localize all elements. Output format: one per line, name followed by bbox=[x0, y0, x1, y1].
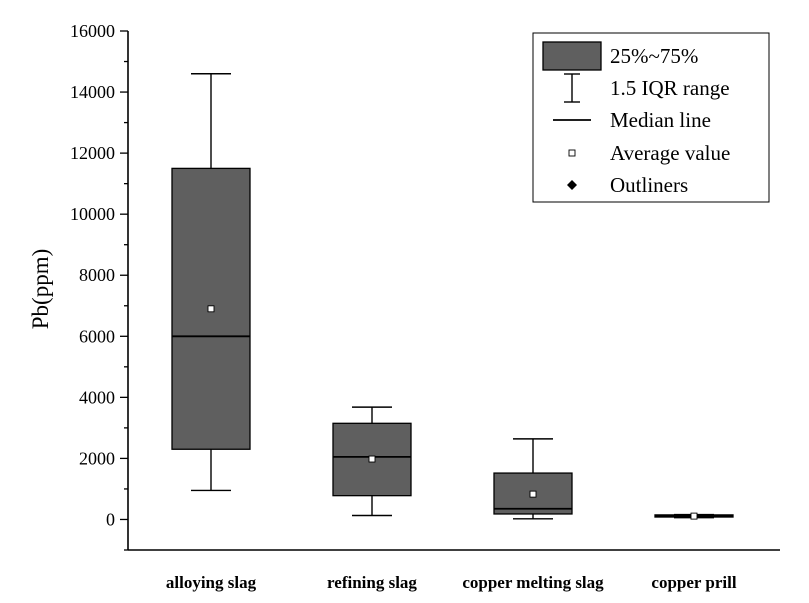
mean-marker bbox=[368, 455, 376, 463]
y-tick-label: 2000 bbox=[79, 448, 115, 468]
legend-label: Average value bbox=[610, 141, 730, 165]
legend-mean-symbol bbox=[568, 149, 576, 157]
legend: 25%~75% 1.5 IQR range Median line Average v… bbox=[532, 32, 770, 203]
box-group bbox=[171, 73, 251, 492]
box-series bbox=[171, 73, 734, 520]
y-tick-label: 6000 bbox=[79, 326, 115, 346]
box-group bbox=[493, 438, 573, 520]
mean-marker bbox=[690, 512, 698, 520]
mean-marker bbox=[529, 490, 537, 498]
x-category-label: copper prill bbox=[651, 573, 736, 592]
legend-label: Median line bbox=[610, 108, 711, 132]
legend-label: 25%~75% bbox=[610, 44, 698, 68]
box-group bbox=[332, 406, 412, 517]
x-category-label: alloying slag bbox=[166, 573, 257, 592]
x-axis-categories: alloying slag refining slag copper melting… bbox=[166, 573, 737, 592]
mean-marker bbox=[207, 305, 215, 313]
x-category-label: copper melting slag bbox=[462, 573, 604, 592]
y-tick-label: 10000 bbox=[70, 204, 115, 224]
legend-label: Outliners bbox=[610, 173, 688, 197]
y-tick-label: 14000 bbox=[70, 82, 115, 102]
y-tick-label: 0 bbox=[106, 509, 115, 529]
legend-outlier-symbol bbox=[567, 180, 577, 190]
y-axis-title: Pb(ppm) bbox=[28, 249, 53, 330]
legend-label: 1.5 IQR range bbox=[610, 76, 730, 100]
axes bbox=[127, 31, 780, 551]
x-category-label: refining slag bbox=[327, 573, 417, 592]
y-tick-label: 12000 bbox=[70, 143, 115, 163]
y-tick-label: 4000 bbox=[79, 387, 115, 407]
y-axis-ticks: 0 2000 4000 6000 8000 10000 12000 14000 16000 bbox=[70, 21, 128, 551]
legend-box-symbol bbox=[542, 41, 602, 71]
y-tick-label: 16000 bbox=[70, 21, 115, 41]
box-group bbox=[654, 512, 734, 520]
y-tick-label: 8000 bbox=[79, 265, 115, 285]
